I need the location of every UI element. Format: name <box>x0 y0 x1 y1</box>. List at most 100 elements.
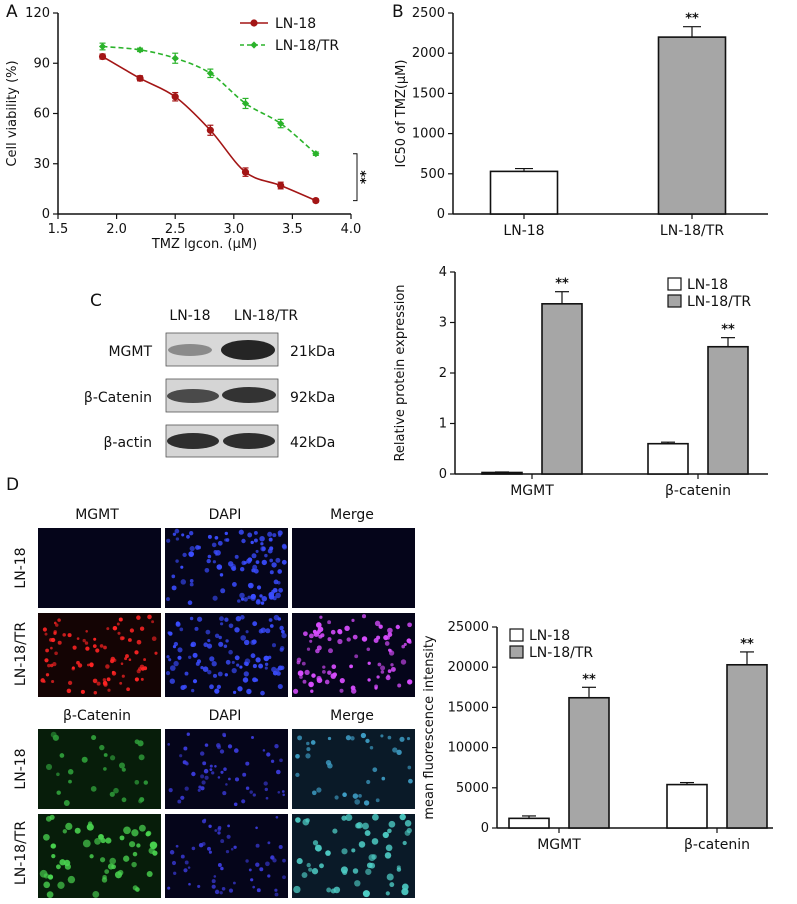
x-tick-label: MGMT <box>510 483 554 499</box>
cell-nucleus <box>380 734 384 738</box>
cell-nucleus <box>121 797 127 803</box>
cell-nucleus <box>259 535 265 542</box>
if-column-label: MGMT <box>75 507 119 523</box>
y-axis-label: Cell viability (%) <box>5 60 20 166</box>
cell-nucleus <box>404 820 412 827</box>
if-column-label: Merge <box>330 507 374 523</box>
if-labels: MGMT DAPI Merge LN-18 LN-18/TR β-Catenin… <box>13 507 374 885</box>
cell-nucleus <box>211 879 216 884</box>
cell-nucleus <box>361 614 367 619</box>
cell-nucleus <box>252 564 258 570</box>
cell-nucleus <box>406 638 412 644</box>
bar <box>726 663 768 829</box>
cell-nucleus <box>46 891 54 898</box>
if-row-label: LN-18/TR <box>13 821 29 885</box>
cell-nucleus <box>251 553 257 559</box>
cell-nucleus <box>207 639 211 643</box>
cell-nucleus <box>168 631 173 636</box>
y-tick-label: 500 <box>420 167 445 182</box>
cell-nucleus <box>214 765 217 768</box>
x-tick-label: 3.5 <box>282 222 303 237</box>
cell-nucleus <box>107 863 115 870</box>
cell-nucleus <box>272 533 277 538</box>
data-point <box>206 69 214 77</box>
cell-nucleus <box>388 820 396 828</box>
cell-nucleus <box>201 842 206 846</box>
cell-nucleus <box>212 673 218 678</box>
cell-nucleus <box>209 656 215 662</box>
y-tick-label: 5000 <box>456 781 489 796</box>
legend-swatch <box>509 645 524 659</box>
cell-nucleus <box>327 637 332 642</box>
cell-nucleus <box>239 566 245 572</box>
cell-nucleus <box>275 816 279 819</box>
cell-nucleus <box>53 631 57 635</box>
cell-nucleus <box>245 859 249 863</box>
cell-nucleus <box>51 853 56 859</box>
cell-nucleus <box>66 688 72 694</box>
cell-nucleus <box>45 648 49 653</box>
cell-nucleus <box>352 634 358 640</box>
cell-nucleus <box>203 768 209 774</box>
cell-nucleus <box>99 744 105 751</box>
cell-nucleus <box>231 660 235 664</box>
data-point <box>241 99 250 108</box>
data-point <box>171 54 179 62</box>
cell-nucleus <box>262 749 266 752</box>
cell-nucleus <box>279 758 283 763</box>
cell-nucleus <box>138 824 146 832</box>
fluorescence-image <box>165 814 288 898</box>
cell-nucleus <box>68 779 72 784</box>
cell-nucleus <box>279 647 284 652</box>
cell-nucleus <box>171 574 176 579</box>
cell-nucleus <box>168 658 172 662</box>
cell-nucleus <box>98 833 104 840</box>
cell-nucleus <box>263 781 268 786</box>
cell-nucleus <box>360 732 367 739</box>
if-column-label: DAPI <box>209 708 242 724</box>
cell-nucleus <box>407 622 412 628</box>
cell-nucleus <box>234 777 240 782</box>
cell-nucleus <box>259 594 263 598</box>
cell-nucleus <box>84 641 89 645</box>
cell-nucleus <box>377 662 382 667</box>
cell-nucleus <box>112 625 118 631</box>
cell-nucleus <box>136 615 141 620</box>
cell-nucleus <box>225 659 231 665</box>
cell-nucleus <box>344 625 350 632</box>
cell-nucleus <box>327 670 332 675</box>
cell-nucleus <box>228 649 233 655</box>
bar <box>508 817 550 829</box>
fluorescence-image <box>165 613 288 697</box>
cell-nucleus <box>265 628 271 634</box>
cell-nucleus <box>270 759 275 763</box>
cell-nucleus <box>175 537 180 541</box>
cell-nucleus <box>223 734 226 738</box>
cell-nucleus <box>224 531 228 536</box>
panel-letter-a: A <box>6 2 18 22</box>
cell-nucleus <box>247 557 253 563</box>
cell-nucleus <box>50 731 57 738</box>
y-tick-label: 4 <box>439 265 447 280</box>
cell-nucleus <box>117 631 121 635</box>
cell-nucleus <box>214 552 218 556</box>
cell-nucleus <box>345 813 353 822</box>
cell-nucleus <box>189 579 194 583</box>
cell-nucleus <box>351 848 356 853</box>
y-tick-label: 120 <box>25 6 50 21</box>
cell-nucleus <box>54 651 58 656</box>
cell-nucleus <box>267 548 273 554</box>
western-blot: LN-18 LN-18/TR MGMT 21kDa β-Catenin 92kD… <box>84 308 335 458</box>
cell-nucleus <box>408 778 413 784</box>
cell-nucleus <box>253 530 258 535</box>
significance-label: ** <box>685 12 699 27</box>
cell-nucleus <box>134 650 139 655</box>
blot-band <box>167 433 219 449</box>
cell-nucleus <box>264 553 268 558</box>
cell-nucleus <box>218 635 222 640</box>
cell-nucleus <box>243 639 250 646</box>
cell-nucleus <box>386 674 390 678</box>
cell-nucleus <box>174 528 180 534</box>
cell-nucleus <box>116 622 120 626</box>
cell-nucleus <box>240 597 245 601</box>
